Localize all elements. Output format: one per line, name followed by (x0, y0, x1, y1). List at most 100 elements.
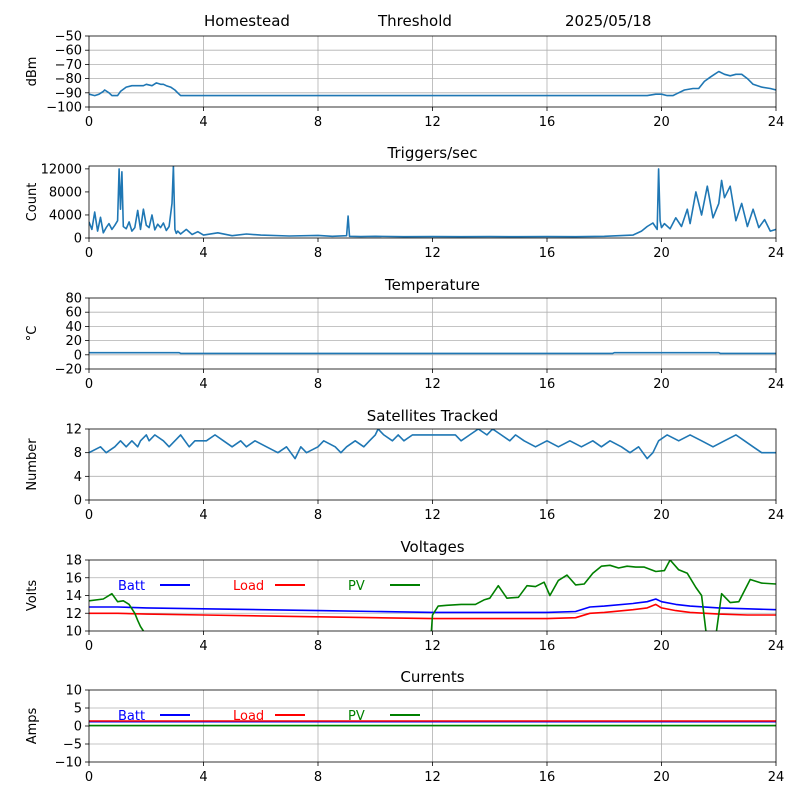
temperature-xtick-label: 0 (85, 377, 93, 392)
voltages-ylabel: Volts (25, 580, 40, 612)
satellites-xtick-label: 16 (539, 508, 556, 523)
currents-ytick-label: 0 (74, 720, 82, 735)
signal-series-group (89, 70, 776, 97)
voltages-xtick-label: 4 (199, 639, 207, 654)
satellites-ytick-label: 4 (74, 470, 82, 485)
satellites-ytick-label: 0 (74, 494, 82, 509)
currents-legend-label-pv: PV (348, 709, 365, 724)
triggers-title: Triggers/sec (387, 144, 478, 162)
voltages-title: Voltages (400, 538, 464, 556)
currents-title: Currents (400, 668, 464, 686)
temperature-title: Temperature (384, 276, 480, 294)
triggers-series-0-line (89, 166, 776, 238)
satellites-xtick-label: 12 (424, 508, 441, 523)
triggers-ytick-label: 8000 (49, 185, 82, 200)
triggers-ytick-label: 12000 (41, 162, 82, 177)
triggers-xtick-label: 4 (199, 246, 207, 261)
temperature-xtick-label: 4 (199, 377, 207, 392)
temperature-xtick-label: 12 (424, 377, 441, 392)
satellites-series-0-line (89, 429, 776, 460)
currents-ylabel: Amps (25, 707, 40, 744)
temperature-ytick-label: −20 (55, 363, 82, 378)
voltages-series-pv-line (89, 560, 776, 631)
chart-currents: 0 4 8 12 16 20 24 −10 −5 0 5 10 Currents Amps Batt Load… (25, 668, 784, 785)
currents-xtick-label: 8 (314, 770, 322, 785)
triggers-xtick-label: 20 (653, 246, 670, 261)
chart-signal: 0 4 8 12 16 20 24 −50−60−70−80−90−100 dBm (25, 30, 784, 131)
currents-xtick-label: 0 (85, 770, 93, 785)
signal-xtick-label: 8 (314, 115, 322, 130)
temperature-series-0-line (89, 351, 776, 355)
voltages-series-load-line (89, 603, 776, 620)
signal-ytick-label: −100 (46, 101, 82, 116)
currents-legend-label-batt: Batt (118, 709, 145, 724)
satellites-series-group (89, 429, 776, 460)
signal-xtick-label: 16 (539, 115, 556, 130)
voltages-ytick-label: 14 (65, 589, 82, 604)
satellites-xtick-label: 8 (314, 508, 322, 523)
signal-ytick-label: −90 (55, 86, 82, 101)
header-mode: Threshold (377, 12, 452, 30)
satellites-ytick-label: 12 (65, 423, 82, 438)
voltages-ytick-label: 10 (65, 625, 82, 640)
temperature-ytick-label: 80 (65, 292, 82, 307)
temperature-ytick-label: 40 (65, 320, 82, 335)
triggers-xtick-label: 12 (424, 246, 441, 261)
currents-ytick-label: −5 (63, 738, 82, 753)
currents-ytick-label: 5 (74, 702, 82, 717)
currents-ytick-label: −10 (55, 756, 82, 771)
temperature-ytick-label: 0 (74, 348, 82, 363)
triggers-xtick-label: 8 (314, 246, 322, 261)
chart-satellites: 0 4 8 12 16 20 24 0 4 8 12 Satellites Tracked Number (25, 407, 784, 523)
signal-ylabel: dBm (25, 57, 40, 87)
voltages-xtick-label: 16 (539, 639, 556, 654)
temperature-xtick-label: 24 (768, 377, 785, 392)
currents-xtick-label: 20 (653, 770, 670, 785)
temperature-ylabel: °C (25, 326, 40, 342)
currents-xtick-label: 4 (199, 770, 207, 785)
voltages-legend-label-load: Load (233, 579, 264, 594)
header-date: 2025/05/18 (565, 12, 651, 30)
signal-ytick-label: −80 (55, 72, 82, 87)
triggers-ytick-label: 4000 (49, 208, 82, 223)
triggers-xtick-label: 16 (539, 246, 556, 261)
temperature-ytick-label: 20 (65, 334, 82, 349)
triggers-ylabel: Count (25, 183, 40, 222)
currents-xtick-label: 12 (424, 770, 441, 785)
satellites-ytick-label: 8 (74, 446, 82, 461)
currents-legend-label-load: Load (233, 709, 264, 724)
triggers-ytick-label: 0 (74, 232, 82, 247)
voltages-ytick-label: 18 (65, 554, 82, 569)
temperature-xtick-label: 8 (314, 377, 322, 392)
voltages-legend-label-batt: Batt (118, 579, 145, 594)
currents-series-group (89, 720, 776, 727)
signal-ytick-label: −70 (55, 58, 82, 73)
temperature-series-group (89, 351, 776, 355)
currents-xtick-label: 24 (768, 770, 785, 785)
voltages-ytick-label: 16 (65, 571, 82, 586)
voltages-xtick-label: 20 (653, 639, 670, 654)
signal-ytick-label: −50 (55, 30, 82, 45)
currents-xtick-label: 16 (539, 770, 556, 785)
header-station: Homestead (204, 12, 290, 30)
signal-ytick-label: −60 (55, 44, 82, 59)
voltages-xtick-label: 12 (424, 639, 441, 654)
signal-xtick-label: 20 (653, 115, 670, 130)
signal-xtick-label: 12 (424, 115, 441, 130)
chart-voltages: 0 4 8 12 16 20 24 10 12 14 16 18 Voltages Volts Batt Lo… (25, 538, 784, 654)
voltages-ytick-label: 12 (65, 607, 82, 622)
signal-xtick-label: 4 (199, 115, 207, 130)
satellites-xtick-label: 0 (85, 508, 93, 523)
satellites-xtick-label: 4 (199, 508, 207, 523)
voltages-xtick-label: 0 (85, 639, 93, 654)
currents-ytick-label: 10 (65, 684, 82, 699)
satellites-ylabel: Number (25, 438, 40, 491)
signal-xtick-label: 0 (85, 115, 93, 130)
satellites-xtick-label: 20 (653, 508, 670, 523)
triggers-series-group (89, 166, 776, 238)
temperature-xtick-label: 16 (539, 377, 556, 392)
voltages-legend-label-pv: PV (348, 579, 365, 594)
temperature-ytick-label: 60 (65, 306, 82, 321)
